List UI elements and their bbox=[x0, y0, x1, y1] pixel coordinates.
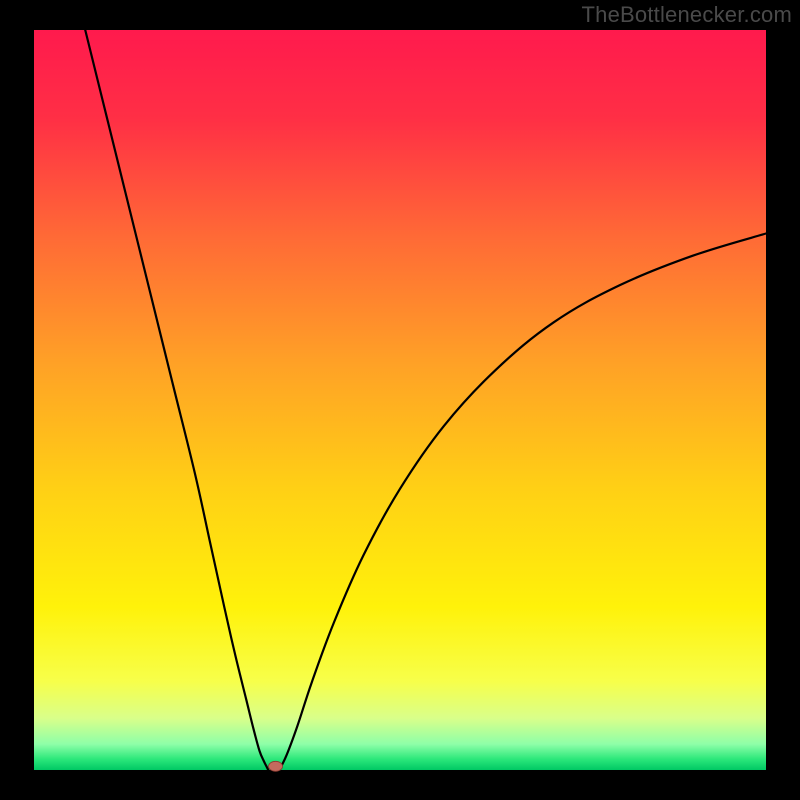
watermark-text: TheBottlenecker.com bbox=[582, 2, 792, 28]
stage: TheBottlenecker.com bbox=[0, 0, 800, 800]
plot-background bbox=[34, 30, 766, 770]
bottleneck-chart bbox=[0, 0, 800, 800]
optimal-marker bbox=[269, 761, 283, 771]
